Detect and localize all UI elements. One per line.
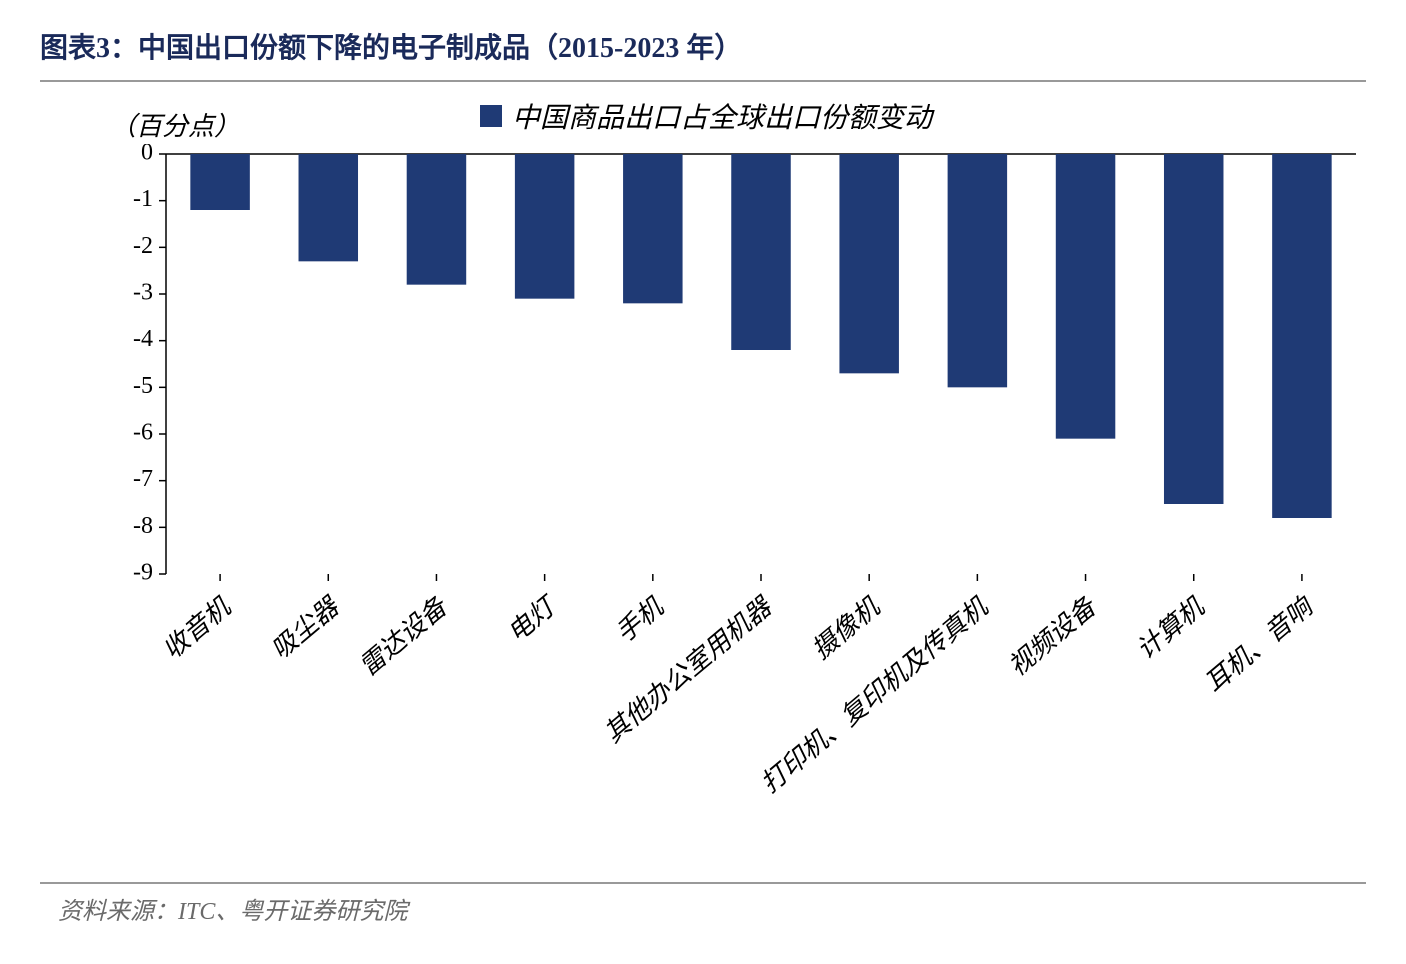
y-tick-label: -3 bbox=[133, 280, 153, 306]
x-tick-label: 雷达设备 bbox=[354, 591, 455, 682]
legend-text: 中国商品出口占全球出口份额变动 bbox=[512, 96, 932, 136]
legend-swatch bbox=[480, 105, 502, 127]
y-tick-label: -6 bbox=[133, 420, 153, 446]
bar bbox=[839, 154, 899, 373]
y-tick-label: -1 bbox=[133, 186, 153, 212]
chart-title: 图表3：中国出口份额下降的电子制成品（2015-2023 年） bbox=[40, 20, 1366, 80]
y-tick-label: -9 bbox=[133, 560, 153, 586]
y-tick-label: -5 bbox=[133, 373, 153, 399]
y-tick-label: -2 bbox=[133, 233, 153, 259]
bar bbox=[515, 154, 575, 299]
title-divider bbox=[40, 80, 1366, 82]
x-tick-label: 吸尘器 bbox=[266, 591, 346, 665]
source-text: 资料来源：ITC、粤开证券研究院 bbox=[58, 891, 407, 926]
legend-row: （百分点） 中国商品出口占全球出口份额变动 bbox=[40, 90, 1366, 140]
y-tick-label: -8 bbox=[133, 513, 153, 539]
legend: 中国商品出口占全球出口份额变动 bbox=[480, 96, 932, 136]
x-tick-label: 摄像机 bbox=[806, 592, 885, 665]
bar bbox=[948, 154, 1008, 387]
bar-chart-svg: 0-1-2-3-4-5-6-7-8-9收音机吸尘器雷达设备电灯手机其他办公室用机… bbox=[70, 144, 1380, 914]
y-tick-label: -4 bbox=[133, 326, 153, 352]
plot-area: 0-1-2-3-4-5-6-7-8-9收音机吸尘器雷达设备电灯手机其他办公室用机… bbox=[70, 144, 1366, 914]
bottom-divider bbox=[40, 882, 1366, 884]
bar bbox=[1272, 154, 1332, 518]
bar bbox=[1056, 154, 1116, 439]
y-axis-label: （百分点） bbox=[110, 106, 240, 143]
bar bbox=[731, 154, 791, 350]
figure-container: 图表3：中国出口份额下降的电子制成品（2015-2023 年） （百分点） 中国… bbox=[0, 0, 1406, 964]
bar bbox=[299, 154, 359, 261]
x-tick-label: 视频设备 bbox=[1003, 591, 1104, 682]
y-tick-label: -7 bbox=[133, 466, 153, 492]
bar bbox=[407, 154, 467, 285]
x-tick-label: 手机 bbox=[610, 592, 669, 648]
bar bbox=[1164, 154, 1224, 504]
y-tick-label: 0 bbox=[141, 144, 153, 166]
x-tick-label: 收音机 bbox=[157, 592, 236, 665]
bar bbox=[623, 154, 683, 303]
x-tick-label: 电灯 bbox=[502, 590, 564, 648]
x-tick-label: 耳机、音响 bbox=[1199, 591, 1320, 699]
bar bbox=[190, 154, 250, 210]
x-tick-label: 计算机 bbox=[1131, 592, 1210, 665]
